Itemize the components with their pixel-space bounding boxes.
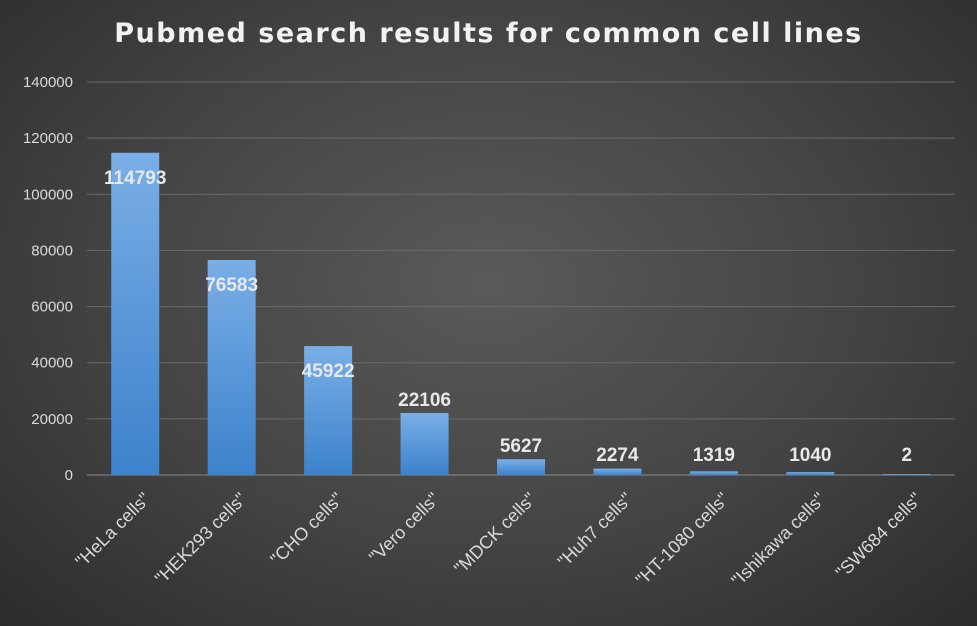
bars	[111, 152, 931, 475]
x-tick-label: "HEK293 cells"	[151, 489, 251, 589]
data-label: 5627	[500, 436, 542, 457]
data-label: 1040	[789, 445, 831, 466]
y-tick-label: 120000	[23, 130, 73, 147]
y-tick-label: 20000	[31, 411, 73, 428]
x-tick-label: "SW684 cells"	[832, 489, 926, 583]
y-tick-label: 100000	[23, 186, 73, 203]
x-tick-label: "CHO cells"	[266, 489, 346, 569]
x-axis-ticks: "HeLa cells""HEK293 cells" "CHO cells" "Ve…	[71, 489, 925, 591]
x-tick-label: "HeLa cells"	[71, 489, 154, 572]
data-label: 22106	[398, 390, 451, 411]
data-label: 114793	[104, 168, 166, 189]
data-label: 1319	[693, 445, 735, 466]
y-tick-label: 60000	[31, 299, 73, 316]
bar	[400, 412, 449, 475]
data-label: 76583	[205, 275, 258, 296]
bar	[882, 474, 931, 475]
y-axis-ticks: 0 20000 40000 60000 80000 100000 120000 140000	[23, 74, 73, 484]
x-tick-label: "Ishikawa cells"	[727, 489, 829, 591]
x-tick-label: "Vero cells"	[365, 489, 443, 567]
bar	[111, 152, 160, 475]
data-label: 2274	[596, 445, 639, 466]
bar	[207, 260, 256, 475]
data-label: 45922	[302, 361, 355, 382]
y-tick-label: 80000	[31, 242, 73, 259]
y-tick-label: 140000	[23, 74, 73, 91]
y-tick-label: 40000	[31, 355, 73, 372]
bar	[689, 471, 738, 475]
x-tick-label: "HT-1080 cells"	[632, 489, 733, 590]
bar	[593, 468, 642, 475]
bar	[304, 346, 353, 475]
y-tick-label: 0	[65, 467, 73, 484]
bar	[497, 459, 545, 475]
x-tick-label: "Huh7 cells"	[554, 489, 637, 572]
data-label: 2	[901, 445, 912, 466]
chart-title: Pubmed search results for common cell li…	[114, 18, 863, 49]
bar	[786, 472, 835, 475]
data-labels: 114793 76583 45922 22106 5627 2274 1319 1040 2	[104, 168, 912, 466]
x-tick-label: "MDCK cells"	[450, 489, 540, 579]
